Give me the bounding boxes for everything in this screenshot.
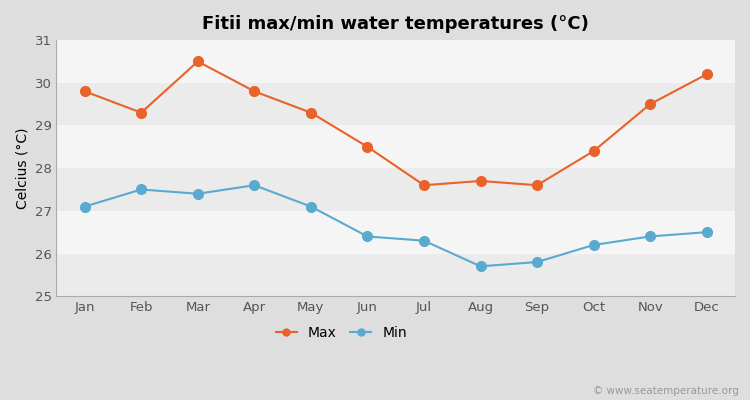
Bar <box>56 211 735 254</box>
Bar <box>56 83 735 126</box>
Bar <box>56 126 735 168</box>
Text: © www.seatemperature.org: © www.seatemperature.org <box>592 386 739 396</box>
Bar <box>56 40 735 83</box>
Title: Fitii max/min water temperatures (°C): Fitii max/min water temperatures (°C) <box>202 15 590 33</box>
Bar <box>56 168 735 211</box>
Bar <box>56 254 735 296</box>
Legend: Max, Min: Max, Min <box>270 320 413 346</box>
Y-axis label: Celcius (°C): Celcius (°C) <box>15 127 29 209</box>
